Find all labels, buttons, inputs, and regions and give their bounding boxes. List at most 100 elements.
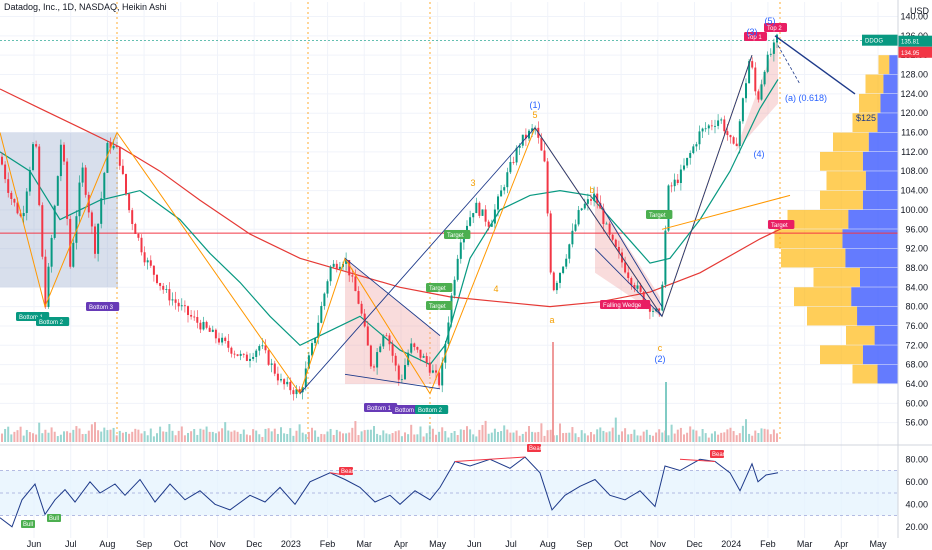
volume-bar [562, 433, 565, 442]
volume-bar [394, 431, 397, 442]
candle-body [146, 260, 149, 263]
volume-bar [276, 433, 279, 442]
candle-body [118, 147, 121, 166]
candle-body [19, 213, 22, 217]
candle-body [224, 337, 227, 341]
volume-bar [190, 431, 193, 442]
candle-body [531, 128, 534, 131]
candle-body [66, 161, 69, 219]
volume-bar [202, 429, 205, 442]
candle-body [583, 203, 586, 209]
candle-body [608, 223, 611, 235]
volume-bar [261, 436, 264, 442]
price-tick-label: 116.00 [901, 128, 928, 138]
volume-bar [53, 431, 56, 442]
rsi-badge: Bear [712, 452, 725, 458]
candle-body [503, 187, 506, 191]
volume-bar [180, 426, 183, 442]
candle-body [81, 167, 84, 183]
candle-body [710, 125, 713, 127]
candle-body [400, 379, 403, 381]
candle-body [555, 282, 558, 291]
candle-body [559, 272, 561, 283]
pattern-label-bg [392, 405, 419, 414]
rsi-badge: Bull [23, 522, 33, 528]
volume-bar [78, 428, 81, 442]
candle-body [50, 237, 53, 267]
volume-bar [766, 429, 769, 442]
volume-bar [255, 430, 258, 442]
candle-body [428, 362, 431, 373]
candle-body [605, 223, 608, 225]
pattern-label: Target [447, 233, 464, 239]
volume-bar [162, 431, 165, 442]
candle-body [168, 289, 171, 301]
volume-bar [72, 429, 75, 442]
volume-bar [478, 429, 481, 442]
volume-bar [487, 433, 490, 442]
wedge-upper-line [344, 257, 441, 336]
projection-arrow-line [774, 35, 856, 95]
candle-body [47, 266, 50, 307]
candle-body [763, 71, 766, 85]
candle-body [211, 329, 214, 332]
volume-spike [552, 342, 554, 442]
time-tick-label: Sep [136, 539, 152, 549]
candle-body [156, 274, 158, 284]
candle-body [484, 209, 487, 222]
price-tick-label: 72.00 [905, 340, 928, 350]
candle-body [239, 353, 242, 356]
candle-body [729, 135, 732, 138]
candle-body [590, 199, 592, 201]
volume-bar [624, 428, 627, 442]
candle-body [549, 213, 552, 273]
profile-bar-down [868, 132, 898, 152]
volume-bar [642, 431, 645, 442]
rsi-badge-bg [21, 520, 35, 528]
candle-body [425, 356, 428, 363]
volume-bar [497, 431, 499, 442]
volume-bar [639, 435, 642, 442]
candle-body [97, 223, 100, 254]
volume-bar [131, 431, 134, 442]
volume-bar [19, 426, 22, 442]
time-tick-label: May [429, 539, 447, 549]
candle-body [466, 225, 468, 233]
candle-body [360, 303, 363, 314]
candle-body [298, 389, 301, 393]
candle-body [69, 218, 72, 267]
rsi-tick-label: 20.00 [905, 522, 928, 532]
volume-bar [301, 432, 304, 442]
volume-bar [115, 435, 118, 442]
candle-body [280, 379, 282, 381]
candle-body [78, 182, 81, 217]
volume-bar [385, 433, 388, 442]
pattern-label: Top 1 [747, 35, 762, 41]
volume-bar [667, 435, 670, 442]
symbol-badge-bg [862, 34, 898, 46]
volume-bar [56, 436, 59, 442]
candle-body [162, 285, 165, 290]
candle-body [174, 299, 177, 303]
rsi-badge: Bear [341, 469, 354, 475]
price-tick-label: 88.00 [905, 263, 928, 273]
volume-bar [741, 425, 744, 442]
volume-bar [565, 432, 568, 442]
volume-bar [273, 428, 276, 442]
volume-bar [435, 434, 437, 442]
volume-bar [509, 432, 512, 442]
volume-bar [441, 427, 444, 442]
rsi-divergence [454, 456, 526, 462]
volume-bar [537, 431, 540, 442]
volume-bar [614, 417, 617, 442]
time-tick-label: Jul [65, 539, 77, 549]
volume-bar [676, 429, 679, 442]
candle-body [490, 223, 493, 227]
price-tick-label: 76.00 [905, 321, 928, 331]
candle-body [152, 265, 155, 275]
candle-body [286, 381, 289, 385]
candle-body [385, 335, 388, 337]
volume-bar [524, 431, 527, 442]
candle-body [258, 346, 261, 351]
